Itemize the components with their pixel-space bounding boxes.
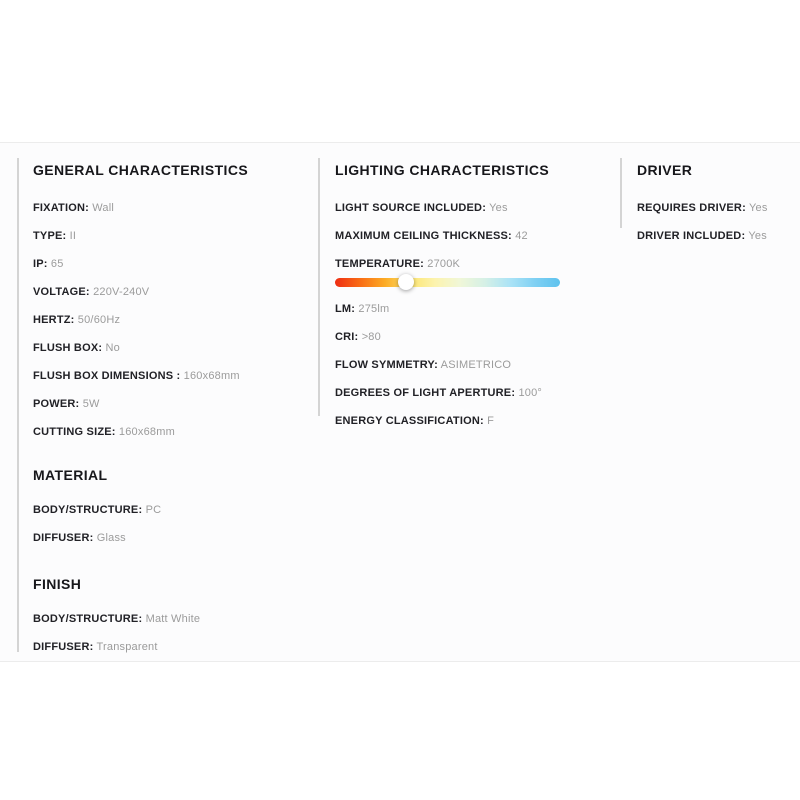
spec-label: BODY/STRUCTURE: <box>33 613 143 625</box>
finish-title: FINISH <box>33 576 82 592</box>
material-title: MATERIAL <box>33 467 108 483</box>
spec-label: DRIVER INCLUDED: <box>637 230 746 242</box>
spec-row-power: POWER: 5W <box>33 398 305 411</box>
spec-row-type: TYPE: II <box>33 230 305 243</box>
spec-label: REQUIRES DRIVER: <box>637 202 746 214</box>
spec-label: FIXATION: <box>33 202 89 214</box>
temperature-slider[interactable] <box>335 274 560 290</box>
spec-value: >80 <box>361 331 381 343</box>
spec-row-flush-box-dimensions: FLUSH BOX DIMENSIONS : 160x68mm <box>33 370 305 383</box>
spec-value: 2700K <box>427 258 461 270</box>
spec-row-temperature: TEMPERATURE: 2700K <box>335 258 618 271</box>
spec-row-energy-classification: ENERGY CLASSIFICATION: F <box>335 415 618 428</box>
spec-row-hertz: HERTZ: 50/60Hz <box>33 314 305 327</box>
section-driver: DRIVER REQUIRES DRIVER: Yes DRIVER INCLU… <box>620 158 785 242</box>
spec-value: 100° <box>518 387 543 399</box>
spec-row-ip: IP: 65 <box>33 258 305 271</box>
spec-value: 160x68mm <box>118 426 175 438</box>
spec-value: F <box>487 415 495 427</box>
spec-label: LIGHT SOURCE INCLUDED: <box>335 202 487 214</box>
spec-row-voltage: VOLTAGE: 220V-240V <box>33 286 305 299</box>
spec-value: Yes <box>748 230 767 242</box>
spec-row-finish-body: BODY/STRUCTURE: Matt White <box>33 613 305 626</box>
spec-label: CRI: <box>335 331 359 343</box>
spec-row-cutting-size: CUTTING SIZE: 160x68mm <box>33 426 305 439</box>
content-divider-top <box>0 142 800 143</box>
spec-label: TEMPERATURE: <box>335 258 424 270</box>
spec-value: Wall <box>92 202 115 214</box>
spec-label: DIFFUSER: <box>33 532 94 544</box>
spec-label: TYPE: <box>33 230 67 242</box>
content-band <box>0 143 800 661</box>
spec-label: HERTZ: <box>33 314 75 326</box>
spec-value: ASIMETRICO <box>440 359 512 371</box>
spec-label: POWER: <box>33 398 80 410</box>
spec-label: FLOW SYMMETRY: <box>335 359 439 371</box>
spec-label: CUTTING SIZE: <box>33 426 116 438</box>
spec-value: 5W <box>82 398 100 410</box>
spec-label: MAXIMUM CEILING THICKNESS: <box>335 230 512 242</box>
spec-label: ENERGY CLASSIFICATION: <box>335 415 484 427</box>
spec-label: LM: <box>335 303 356 315</box>
spec-value: PC <box>145 504 162 516</box>
spec-row-fixation: FIXATION: Wall <box>33 202 305 215</box>
section-lighting-characteristics: LIGHTING CHARACTERISTICS LIGHT SOURCE IN… <box>318 158 618 427</box>
spec-row-light-source-included: LIGHT SOURCE INCLUDED: Yes <box>335 202 618 215</box>
spec-row-driver-included: DRIVER INCLUDED: Yes <box>637 230 785 243</box>
spec-row-material-body: BODY/STRUCTURE: PC <box>33 504 305 517</box>
spec-value: 275lm <box>358 303 390 315</box>
spec-value: No <box>105 342 120 354</box>
spec-row-material-diffuser: DIFFUSER: Glass <box>33 532 305 545</box>
spec-label: VOLTAGE: <box>33 286 90 298</box>
spec-value: Yes <box>489 202 508 214</box>
spec-label: BODY/STRUCTURE: <box>33 504 143 516</box>
content-divider-bottom <box>0 661 800 662</box>
spec-value: 50/60Hz <box>77 314 121 326</box>
spec-value: II <box>69 230 77 242</box>
spec-label: DEGREES OF LIGHT APERTURE: <box>335 387 516 399</box>
general-characteristics-title: GENERAL CHARACTERISTICS <box>33 162 249 178</box>
spec-value: 160x68mm <box>183 370 240 382</box>
spec-label: FLUSH BOX: <box>33 342 103 354</box>
spec-row-requires-driver: REQUIRES DRIVER: Yes <box>637 202 785 215</box>
spec-label: IP: <box>33 258 48 270</box>
spec-value: 42 <box>515 230 528 242</box>
spec-value: Matt White <box>145 613 201 625</box>
spec-row-flush-box: FLUSH BOX: No <box>33 342 305 355</box>
spec-row-cri: CRI: >80 <box>335 331 618 344</box>
spec-row-finish-diffuser: DIFFUSER: Transparent <box>33 641 305 654</box>
spec-value: Glass <box>96 532 126 544</box>
spec-value: Yes <box>749 202 768 214</box>
driver-title: DRIVER <box>637 162 693 178</box>
spec-label: FLUSH BOX DIMENSIONS : <box>33 370 181 382</box>
temperature-slider-knob[interactable] <box>397 274 414 290</box>
spec-row-lm: LM: 275lm <box>335 303 618 316</box>
spec-row-max-ceiling-thickness: MAXIMUM CEILING THICKNESS: 42 <box>335 230 618 243</box>
section-general-characteristics: GENERAL CHARACTERISTICS FIXATION: Wall T… <box>17 158 305 654</box>
spec-row-degrees-of-light-aperture: DEGREES OF LIGHT APERTURE: 100° <box>335 387 618 400</box>
temperature-slider-track[interactable] <box>335 278 560 287</box>
spec-value: 220V-240V <box>93 286 150 298</box>
lighting-characteristics-title: LIGHTING CHARACTERISTICS <box>335 162 550 178</box>
spec-value: 65 <box>50 258 64 270</box>
spec-row-flow-symmetry: FLOW SYMMETRY: ASIMETRICO <box>335 359 618 372</box>
spec-value: Transparent <box>96 641 158 653</box>
spec-label: DIFFUSER: <box>33 641 94 653</box>
